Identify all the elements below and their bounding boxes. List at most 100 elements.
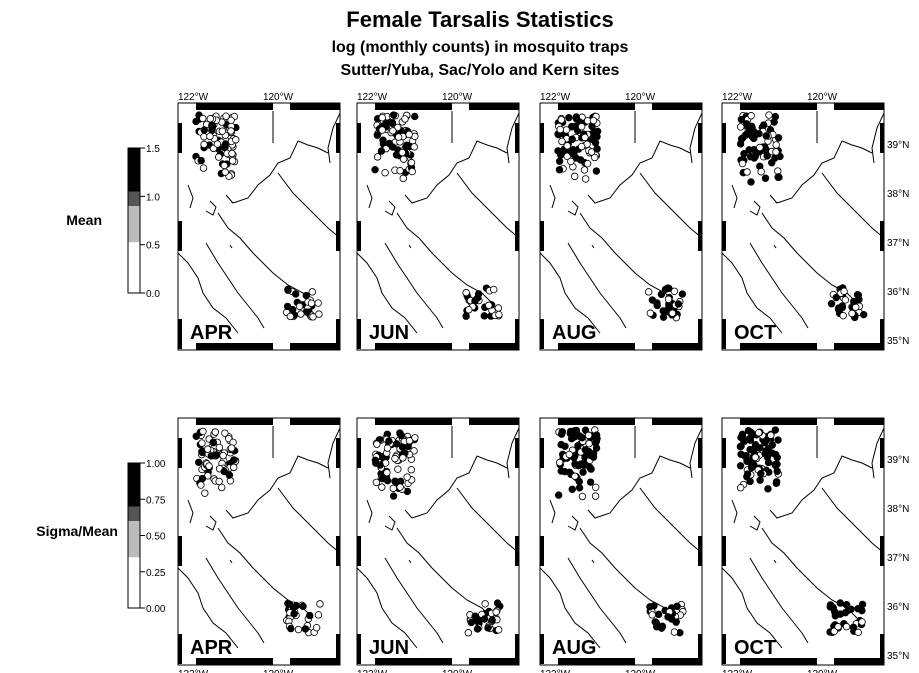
trap-site: [575, 477, 584, 486]
frame-bar: [290, 103, 340, 110]
coastline: [773, 244, 777, 249]
lat-label: 37°N: [887, 553, 909, 564]
trap-site: [772, 478, 781, 486]
trap-site: [464, 629, 473, 637]
frame-bar: [558, 658, 635, 665]
frame-bar: [722, 221, 726, 251]
trap-site: [853, 291, 862, 299]
coastline: [591, 559, 595, 564]
coastline: [404, 140, 508, 204]
frame-bar: [698, 634, 702, 664]
trap-site: [474, 294, 482, 302]
trap-site: [771, 154, 779, 162]
lon-label: 120°W: [807, 669, 838, 673]
frame-bar: [515, 123, 519, 153]
coastline: [277, 487, 341, 554]
row-label: Sigma/Mean: [36, 523, 118, 539]
trap-site: [192, 432, 200, 440]
trap-site: [830, 608, 839, 616]
trap-site: [743, 470, 752, 478]
coastline: [396, 212, 493, 304]
coastline: [356, 252, 418, 334]
trap-site: [738, 159, 747, 168]
frame-bar: [336, 123, 340, 153]
frame-bar: [375, 103, 452, 110]
frame-bar: [880, 438, 884, 468]
trap-site: [583, 159, 592, 168]
frame-bar: [834, 343, 884, 350]
frame-bar: [722, 634, 726, 664]
trap-site: [575, 432, 584, 440]
trap-site: [652, 618, 660, 626]
trap-site: [558, 137, 566, 146]
trap-site: [555, 458, 564, 467]
trap-site: [774, 173, 782, 181]
coastline: [506, 427, 520, 479]
coastline: [769, 455, 873, 519]
trap-site: [227, 127, 235, 135]
trap-site: [746, 477, 754, 486]
map-panel: AUG 122°W 120°W: [539, 417, 703, 673]
frame-bar: [558, 343, 635, 350]
coastline: [229, 244, 233, 249]
trap-site: [659, 313, 668, 321]
trap-site: [221, 429, 229, 437]
trap-site: [218, 127, 227, 135]
trap-site: [764, 485, 772, 493]
coastline: [821, 487, 885, 554]
frame-bar: [540, 221, 544, 251]
trap-site: [841, 608, 850, 617]
frame-bar: [652, 343, 702, 350]
frame-bar: [357, 123, 361, 153]
frame-bar: [336, 319, 340, 349]
row-label: Mean: [66, 212, 102, 228]
coastline: [689, 112, 703, 164]
trap-site: [668, 309, 677, 317]
colorbar-tick-label: 0.25: [146, 568, 166, 579]
trap-site: [206, 115, 215, 123]
coastline: [384, 242, 444, 329]
trap-site: [407, 465, 416, 474]
frame-bar: [515, 438, 519, 468]
trap-site: [764, 458, 773, 467]
panel-label: APR: [190, 322, 233, 344]
trap-site: [593, 132, 601, 141]
trap-site: [201, 489, 209, 497]
lat-label: 35°N: [887, 336, 909, 347]
trap-site: [399, 174, 407, 183]
trap-site: [294, 625, 303, 634]
trap-site: [306, 611, 314, 620]
trap-site: [858, 618, 866, 626]
trap-site: [579, 468, 587, 476]
trap-site: [389, 484, 397, 493]
trap-site: [565, 450, 573, 459]
figure-title: Female Tarsalis Statistics: [346, 7, 613, 32]
map-panel: JUN 122°W 120°W: [356, 417, 520, 673]
coastline: [187, 184, 194, 209]
trap-site: [575, 484, 584, 492]
trap-site: [371, 165, 379, 174]
trap-site: [737, 450, 745, 459]
trap-site: [192, 117, 200, 126]
trap-site: [563, 142, 571, 150]
frame-bar: [834, 658, 884, 665]
lon-label: 120°W: [807, 92, 838, 103]
trap-site: [488, 616, 496, 624]
trap-site: [407, 158, 416, 167]
coastline: [229, 559, 233, 564]
colorbar: 1.00 0.75 0.50 0.25 0.00: [127, 459, 166, 615]
trap-site: [674, 300, 683, 308]
coastline: [217, 212, 314, 304]
lon-label: 122°W: [178, 92, 209, 103]
trap-site: [773, 453, 781, 462]
frame-bar: [178, 438, 182, 468]
coastline: [404, 455, 508, 519]
coastline: [225, 455, 329, 519]
trap-site: [203, 445, 212, 453]
frame-bar: [722, 319, 726, 349]
frame-bar: [540, 319, 544, 349]
lat-label: 38°N: [887, 189, 909, 200]
coastline: [408, 559, 412, 564]
trap-site: [763, 152, 771, 160]
